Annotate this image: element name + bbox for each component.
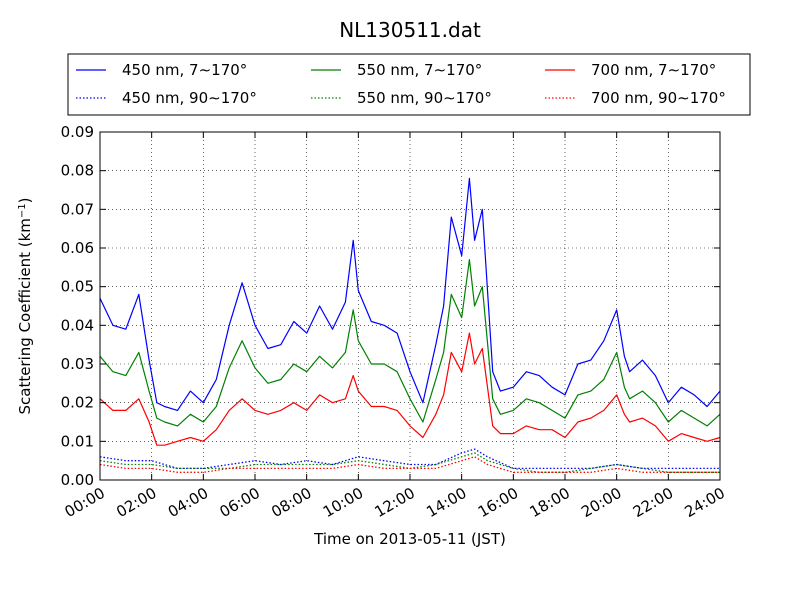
y-axis-label-tail: ): [16, 197, 34, 203]
grid-lines: [100, 132, 720, 480]
series-layer: [99, 177, 721, 473]
legend-label: 700 nm, 7∼170°: [591, 61, 716, 79]
series-line-2: [99, 259, 721, 427]
y-tick-label: 0.04: [61, 316, 94, 334]
legend-label: 550 nm, 90∼170°: [357, 89, 492, 107]
y-axis-label-sup: −1: [17, 203, 28, 218]
x-axis-label: Time on 2013-05-11 (JST): [313, 530, 506, 548]
legend-label: 450 nm, 7∼170°: [122, 61, 247, 79]
series-line-1: [99, 177, 721, 411]
y-axis-label: Scattering Coefficient (km−1): [16, 197, 34, 414]
chart-title: NL130511.dat: [339, 18, 481, 42]
y-tick-label: 0.08: [61, 162, 94, 180]
legend-box: [67, 53, 751, 116]
y-tick-label: 0.00: [61, 471, 94, 489]
series-line-4: [99, 448, 720, 470]
y-tick-label: 0.05: [61, 278, 94, 296]
y-tick-label: 0.02: [61, 394, 94, 412]
y-tick-label: 0.09: [61, 123, 94, 141]
y-tick-label: 0.01: [61, 432, 94, 450]
y-tick-label: 0.06: [61, 239, 94, 257]
legend: 450 nm, 7∼170° 550 nm, 7∼170° 700 nm, 7∼17…: [67, 53, 751, 116]
legend-label: 550 nm, 7∼170°: [357, 61, 482, 79]
legend-label: 450 nm, 90∼170°: [122, 89, 257, 107]
y-tick-label: 0.03: [61, 355, 94, 373]
series-line-6: [99, 456, 720, 473]
series-line-3: [99, 332, 721, 446]
y-axis-label-main: Scattering Coefficient (km: [16, 218, 34, 414]
y-tick-label: 0.07: [61, 200, 94, 218]
legend-label: 700 nm, 90∼170°: [591, 89, 726, 107]
